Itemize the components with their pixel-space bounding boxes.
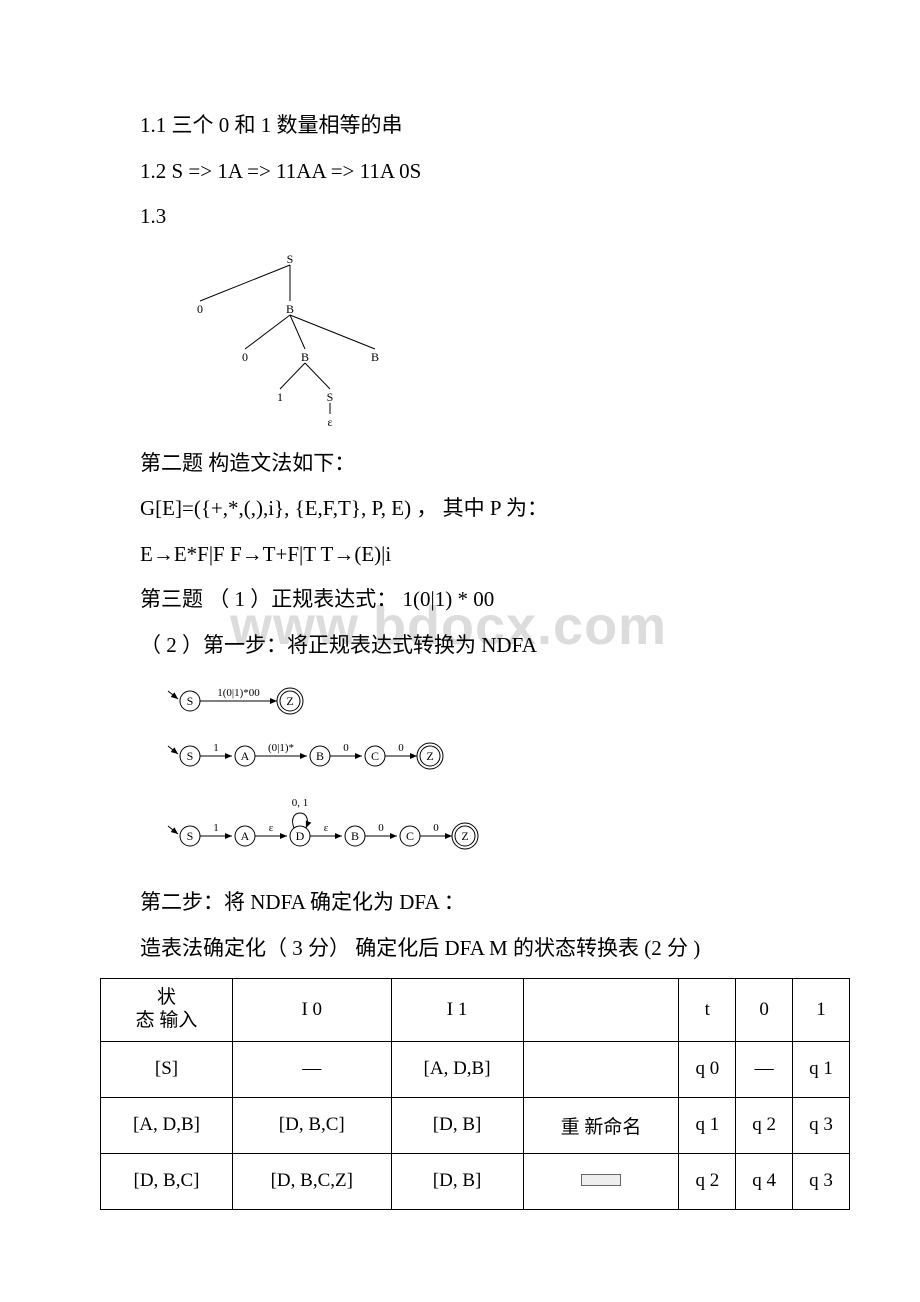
line-1-3: 1.3 [140,201,820,233]
svg-text:1: 1 [213,742,219,754]
table-cell: [D, B] [391,1153,523,1209]
line-q2-title: 第二题 构造文法如下： [140,448,820,480]
line-q3-step1: （ 2 ）第一步：将正规表达式转换为 NDFA [140,630,820,662]
table-cell: — [233,1041,392,1097]
line-productions: E→E*F|F F→T+F|T T→(E)|i [140,539,820,571]
table-cell: [S] [101,1041,233,1097]
svg-text:0: 0 [398,742,404,754]
arrow-icon [581,1174,621,1186]
svg-text:ε: ε [327,415,332,429]
svg-text:B: B [351,829,359,843]
svg-text:(0|1)*: (0|1)* [268,742,294,754]
line-1-1: 1.1 三个 0 和 1 数量相等的串 [140,110,820,142]
svg-text:0: 0 [242,350,248,364]
svg-text:S: S [327,390,334,404]
table-header-cell: 状态 输入 [101,979,233,1042]
table-cell: 重 新命名 [523,1097,679,1153]
svg-text:D: D [296,829,305,843]
svg-text:0, 1: 0, 1 [292,797,309,809]
svg-text:Z: Z [286,694,293,708]
svg-text:A: A [241,829,250,843]
table-cell: [D, B,C,Z] [233,1153,392,1209]
svg-text:B: B [286,302,294,316]
table-cell: q 1 [679,1097,736,1153]
table-cell: [D, B] [391,1097,523,1153]
svg-text:1(0|1)*00: 1(0|1)*00 [217,687,260,699]
table-cell: q 3 [793,1097,850,1153]
svg-text:B: B [316,749,324,763]
table-header-cell: 1 [793,979,850,1042]
svg-text:0: 0 [378,822,384,834]
svg-text:ε: ε [324,822,329,834]
line-step2: 第二步：将 NDFA 确定化为 DFA ： [140,887,820,919]
svg-text:Z: Z [461,829,468,843]
table-cell: q 2 [736,1097,793,1153]
svg-text:1: 1 [213,822,219,834]
ndfa-diagram: S1(0|1)*00ZSABCZ1(0|1)*00SADBCZ1εε000, 1 [160,681,520,871]
table-cell: q 0 [679,1041,736,1097]
svg-text:S: S [187,694,194,708]
table-cell: q 2 [679,1153,736,1209]
line-grammar-def: G[E]=({+,*,(,),i}, {E,F,T}, P, E) ， 其中 P… [140,493,820,525]
svg-text:S: S [287,252,294,266]
svg-text:C: C [371,749,379,763]
svg-text:0: 0 [433,822,439,834]
svg-text:0: 0 [343,742,349,754]
table-cell: [A, D,B] [391,1041,523,1097]
table-cell: [A, D,B] [101,1097,233,1153]
table-cell: — [736,1041,793,1097]
table-header-cell: t [679,979,736,1042]
line-table-caption: 造表法确定化（ 3 分） 确定化后 DFA M 的状态转换表 (2 分 ) [140,933,820,965]
svg-text:S: S [187,829,194,843]
table-cell: [D, B,C] [101,1153,233,1209]
table-cell [523,1153,679,1209]
svg-text:1: 1 [277,390,283,404]
table-cell: q 3 [793,1153,850,1209]
line-1-2: 1.2 S => 1A => 11AA => 11A 0S [140,156,820,188]
table-cell: [D, B,C] [233,1097,392,1153]
table-header-cell: I 1 [391,979,523,1042]
svg-text:0: 0 [197,302,203,316]
table-cell: q 4 [736,1153,793,1209]
svg-text:B: B [301,350,309,364]
table-cell: q 1 [793,1041,850,1097]
svg-text:S: S [187,749,194,763]
document-body: 1.1 三个 0 和 1 数量相等的串 1.2 S => 1A => 11AA … [140,110,820,1210]
svg-text:B: B [371,350,379,364]
table-header-cell [523,979,679,1042]
svg-text:C: C [406,829,414,843]
svg-text:A: A [241,749,250,763]
parse-tree-diagram: S 0 B 0 B B 1 Sε [160,247,420,432]
line-q3-regex: 第三题 （ 1 ）正规表达式： 1(0|1) * 00 [140,584,820,616]
table-header-cell: 0 [736,979,793,1042]
table-header-cell: I 0 [233,979,392,1042]
table-cell [523,1041,679,1097]
svg-text:Z: Z [426,749,433,763]
svg-text:ε: ε [269,822,274,834]
dfa-transition-table: 状态 输入I 0I 1t01[S]—[A, D,B]q 0—q 1[A, D,B… [100,978,850,1210]
